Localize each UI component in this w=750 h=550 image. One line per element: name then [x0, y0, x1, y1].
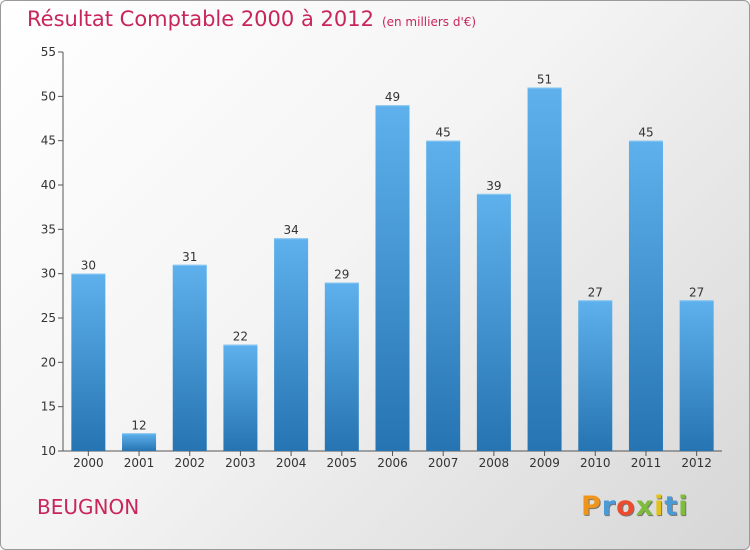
- bar-value-label: 31: [182, 250, 197, 264]
- bar: [172, 264, 207, 451]
- logo-letter: t: [664, 491, 679, 522]
- y-tick-label: 15: [41, 400, 56, 414]
- bar-value-label: 27: [588, 285, 603, 299]
- bar: [628, 140, 663, 451]
- bar: [71, 273, 106, 451]
- bar: [426, 140, 461, 451]
- bar: [324, 282, 359, 451]
- x-tick-label: 2001: [124, 456, 155, 470]
- bar: [476, 193, 511, 451]
- bar-value-label: 34: [283, 223, 298, 237]
- bar: [274, 238, 309, 451]
- bar: [679, 300, 714, 451]
- bar-value-label: 12: [131, 418, 146, 432]
- bar-value-label: 29: [334, 268, 349, 282]
- bar: [375, 105, 410, 451]
- commune-name: BEUGNON: [37, 495, 140, 519]
- bar-value-label: 39: [486, 179, 501, 193]
- bar-value-label: 27: [689, 285, 704, 299]
- bar: [223, 344, 258, 451]
- bar-value-label: 49: [385, 90, 400, 104]
- bar-value-label: 45: [638, 126, 653, 140]
- bar: [527, 87, 562, 451]
- chart-subtitle: (en milliers d'€): [381, 15, 477, 29]
- bar-value-label: 22: [233, 330, 248, 344]
- x-tick-label: 2005: [327, 456, 358, 470]
- y-tick-label: 25: [41, 311, 56, 325]
- bar-value-label: 45: [436, 126, 451, 140]
- y-tick-label: 55: [41, 45, 56, 59]
- proxiti-logo[interactable]: Proxiti: [581, 491, 689, 522]
- bar-value-label: 30: [81, 259, 96, 273]
- x-tick-label: 2011: [631, 456, 662, 470]
- y-tick-label: 40: [41, 178, 56, 192]
- logo-letter: P: [581, 491, 602, 522]
- y-tick-label: 20: [41, 355, 56, 369]
- x-tick-label: 2012: [681, 456, 712, 470]
- x-tick-label: 2007: [428, 456, 459, 470]
- x-tick-label: 2002: [174, 456, 205, 470]
- title-text: Résultat Comptable 2000 à 2012: [27, 7, 374, 31]
- y-tick-label: 10: [41, 444, 56, 458]
- x-tick-label: 2006: [377, 456, 408, 470]
- bar-value-label: 51: [537, 72, 552, 86]
- x-tick-label: 2009: [529, 456, 560, 470]
- y-tick-label: 45: [41, 134, 56, 148]
- logo-letter: i: [654, 491, 665, 522]
- chart-title: Résultat Comptable 2000 à 2012 (en millie…: [27, 7, 476, 31]
- bar: [122, 433, 157, 451]
- logo-letter: r: [601, 491, 617, 522]
- logo-letter: x: [635, 491, 655, 522]
- x-tick-label: 2003: [225, 456, 256, 470]
- x-tick-label: 2008: [479, 456, 510, 470]
- logo-letter: o: [616, 491, 636, 522]
- y-tick-label: 50: [41, 89, 56, 103]
- x-tick-label: 2000: [73, 456, 104, 470]
- bar: [578, 300, 613, 451]
- logo-letter: i: [678, 491, 689, 522]
- x-tick-label: 2010: [580, 456, 611, 470]
- x-tick-label: 2004: [276, 456, 307, 470]
- y-tick-label: 35: [41, 222, 56, 236]
- y-tick-label: 30: [41, 267, 56, 281]
